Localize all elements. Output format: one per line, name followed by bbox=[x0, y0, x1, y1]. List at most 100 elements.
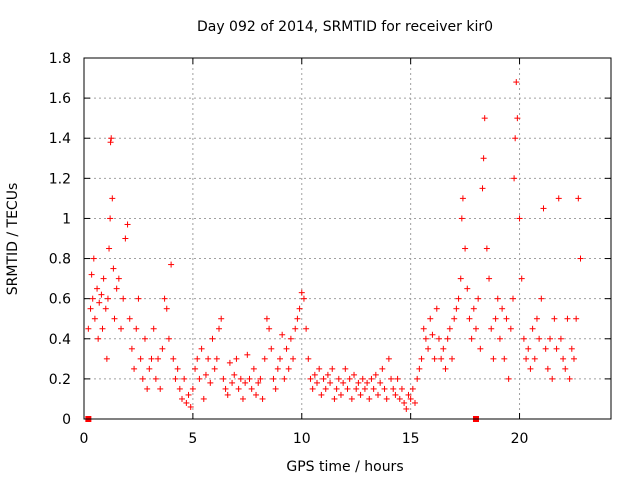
data-point bbox=[309, 385, 316, 392]
data-point bbox=[468, 335, 475, 342]
data-point bbox=[351, 371, 358, 378]
y-tick-label: 0.2 bbox=[49, 372, 71, 388]
data-point bbox=[148, 355, 155, 362]
data-point bbox=[416, 365, 423, 372]
data-point bbox=[294, 315, 301, 322]
data-point bbox=[529, 325, 536, 332]
y-tick-label: 0 bbox=[62, 412, 71, 428]
data-point bbox=[329, 365, 336, 372]
data-point bbox=[202, 371, 209, 378]
data-point bbox=[314, 379, 321, 386]
data-point bbox=[379, 365, 386, 372]
data-point bbox=[102, 305, 109, 312]
data-point bbox=[516, 215, 523, 222]
y-tick-label: 0.8 bbox=[49, 252, 71, 268]
data-point bbox=[510, 295, 517, 302]
data-point bbox=[486, 275, 493, 282]
data-point bbox=[577, 255, 584, 262]
data-point bbox=[511, 175, 518, 182]
data-point bbox=[128, 345, 135, 352]
data-point bbox=[536, 335, 543, 342]
data-point bbox=[547, 335, 554, 342]
data-point bbox=[159, 345, 166, 352]
data-point bbox=[407, 395, 414, 402]
data-point bbox=[337, 391, 344, 398]
data-point bbox=[168, 261, 175, 268]
data-point bbox=[401, 399, 408, 406]
data-point bbox=[488, 325, 495, 332]
data-point bbox=[538, 295, 545, 302]
x-tick-label: 15 bbox=[402, 431, 420, 447]
data-point bbox=[90, 255, 97, 262]
data-point bbox=[527, 365, 534, 372]
data-point bbox=[390, 385, 397, 392]
data-point bbox=[248, 385, 255, 392]
data-point bbox=[427, 315, 434, 322]
data-point bbox=[370, 385, 377, 392]
data-point bbox=[470, 305, 477, 312]
data-point bbox=[433, 305, 440, 312]
grid-lines bbox=[84, 58, 611, 419]
y-tick-label: 1.8 bbox=[49, 51, 71, 67]
data-point bbox=[518, 275, 525, 282]
data-point bbox=[512, 135, 519, 142]
data-point bbox=[198, 345, 205, 352]
data-point bbox=[501, 355, 508, 362]
data-point bbox=[422, 335, 429, 342]
data-point bbox=[553, 345, 560, 352]
data-point bbox=[348, 395, 355, 402]
y-tick-label: 0.4 bbox=[49, 332, 71, 348]
tick-labels: 0 5 10 15 20 0 0.2 0.4 0.6 0.8 1 1.2 1.4 1.6 1.8 bbox=[49, 51, 529, 447]
data-point bbox=[344, 385, 351, 392]
data-point bbox=[340, 379, 347, 386]
data-point bbox=[189, 385, 196, 392]
data-point bbox=[477, 345, 484, 352]
plot-frame bbox=[83, 57, 612, 420]
data-point bbox=[388, 375, 395, 382]
data-point bbox=[374, 391, 381, 398]
data-point bbox=[224, 391, 231, 398]
data-point bbox=[412, 399, 419, 406]
data-point bbox=[261, 355, 268, 362]
data-point bbox=[377, 379, 384, 386]
data-point bbox=[111, 315, 118, 322]
data-point bbox=[505, 375, 512, 382]
data-point bbox=[425, 345, 432, 352]
data-point bbox=[396, 395, 403, 402]
data-point bbox=[187, 403, 194, 410]
data-point bbox=[459, 195, 466, 202]
data-point bbox=[290, 355, 297, 362]
data-point bbox=[100, 275, 107, 282]
data-point bbox=[464, 285, 471, 292]
data-point bbox=[453, 305, 460, 312]
data-point bbox=[525, 345, 532, 352]
data-point bbox=[85, 325, 92, 332]
data-point bbox=[113, 285, 120, 292]
y-tick-label: 0.6 bbox=[49, 292, 71, 308]
data-point bbox=[431, 355, 438, 362]
data-point bbox=[403, 405, 410, 412]
data-point bbox=[394, 375, 401, 382]
data-point bbox=[542, 345, 549, 352]
data-point bbox=[475, 295, 482, 302]
data-point bbox=[533, 315, 540, 322]
data-point bbox=[296, 305, 303, 312]
data-point bbox=[514, 115, 521, 122]
data-point bbox=[207, 379, 214, 386]
data-point bbox=[103, 355, 110, 362]
data-point bbox=[161, 295, 168, 302]
data-point bbox=[303, 325, 310, 332]
data-point bbox=[163, 305, 170, 312]
data-point bbox=[276, 355, 283, 362]
data-point bbox=[285, 365, 292, 372]
data-point bbox=[211, 365, 218, 372]
data-point bbox=[305, 355, 312, 362]
data-point bbox=[570, 355, 577, 362]
data-point bbox=[157, 385, 164, 392]
data-point bbox=[573, 315, 580, 322]
data-point bbox=[520, 335, 527, 342]
data-point bbox=[568, 345, 575, 352]
data-point bbox=[335, 375, 342, 382]
data-point bbox=[263, 315, 270, 322]
